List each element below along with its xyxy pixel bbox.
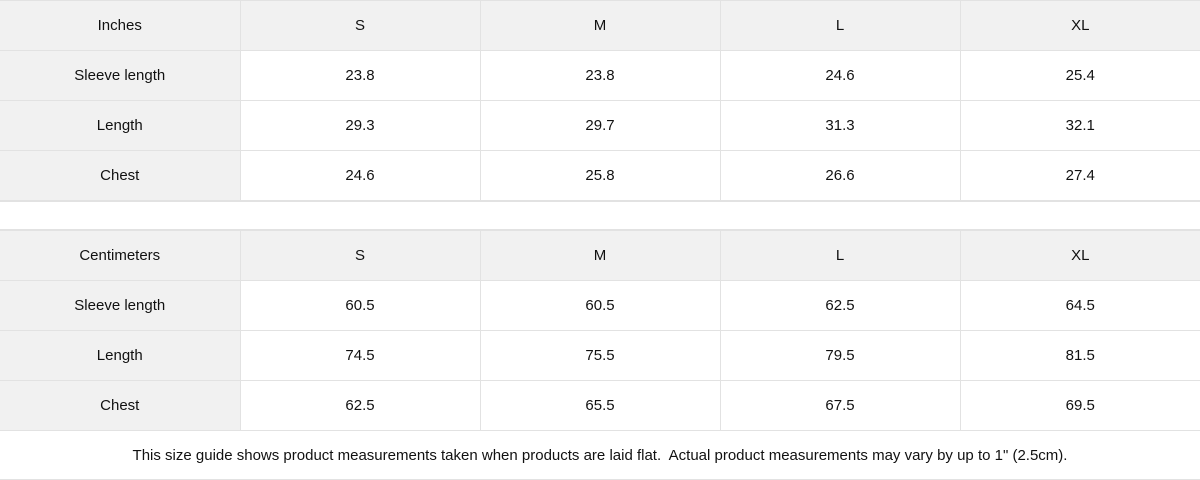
table-separator xyxy=(0,201,1200,231)
row-label-chest: Chest xyxy=(0,380,241,432)
row-label-sleeve-length: Sleeve length xyxy=(0,280,241,332)
size-header-s: S xyxy=(239,0,481,51)
cell-cm-length-xl: 81.5 xyxy=(959,330,1200,382)
size-table-inches: Inches S M L XL Sleeve length 23.8 23.8 … xyxy=(0,0,1200,201)
cell-cm-length-m: 75.5 xyxy=(479,330,721,382)
cell-inches-sleeve-length-m: 23.8 xyxy=(479,50,721,101)
cell-cm-length-l: 79.5 xyxy=(719,330,961,382)
cell-inches-length-m: 29.7 xyxy=(479,100,721,151)
unit-label-inches: Inches xyxy=(0,0,241,51)
cell-inches-length-xl: 32.1 xyxy=(959,100,1200,151)
table-row: Chest 24.6 25.8 26.6 27.4 xyxy=(0,150,1200,201)
table-header-row: Centimeters S M L XL xyxy=(0,230,1200,282)
cell-cm-length-s: 74.5 xyxy=(239,330,481,382)
size-guide-footnote: This size guide shows product measuremen… xyxy=(0,431,1200,480)
size-header-l: L xyxy=(719,0,961,51)
size-header-m: M xyxy=(479,230,721,282)
cell-inches-sleeve-length-l: 24.6 xyxy=(719,50,961,101)
table-row: Sleeve length 23.8 23.8 24.6 25.4 xyxy=(0,50,1200,101)
size-header-m: M xyxy=(479,0,721,51)
cell-cm-sleeve-length-m: 60.5 xyxy=(479,280,721,332)
cell-inches-chest-l: 26.6 xyxy=(719,150,961,201)
cell-inches-length-s: 29.3 xyxy=(239,100,481,151)
table-row: Length 74.5 75.5 79.5 81.5 xyxy=(0,330,1200,382)
cell-cm-chest-xl: 69.5 xyxy=(959,380,1200,432)
table-row: Length 29.3 29.7 31.3 32.1 xyxy=(0,100,1200,151)
table-header-row: Inches S M L XL xyxy=(0,0,1200,51)
cell-cm-sleeve-length-xl: 64.5 xyxy=(959,280,1200,332)
row-label-sleeve-length: Sleeve length xyxy=(0,50,241,101)
row-label-length: Length xyxy=(0,100,241,151)
row-label-chest: Chest xyxy=(0,150,241,201)
cell-inches-sleeve-length-xl: 25.4 xyxy=(959,50,1200,101)
cell-cm-sleeve-length-l: 62.5 xyxy=(719,280,961,332)
size-header-l: L xyxy=(719,230,961,282)
cell-inches-length-l: 31.3 xyxy=(719,100,961,151)
cell-cm-chest-s: 62.5 xyxy=(239,380,481,432)
cell-inches-sleeve-length-s: 23.8 xyxy=(239,50,481,101)
table-row: Sleeve length 60.5 60.5 62.5 64.5 xyxy=(0,280,1200,332)
size-header-s: S xyxy=(239,230,481,282)
cell-cm-sleeve-length-s: 60.5 xyxy=(239,280,481,332)
size-header-xl: XL xyxy=(959,0,1200,51)
table-row: Chest 62.5 65.5 67.5 69.5 xyxy=(0,380,1200,432)
size-table-centimeters: Centimeters S M L XL Sleeve length 60.5 … xyxy=(0,230,1200,432)
cell-cm-chest-l: 67.5 xyxy=(719,380,961,432)
cell-cm-chest-m: 65.5 xyxy=(479,380,721,432)
cell-inches-chest-xl: 27.4 xyxy=(959,150,1200,201)
unit-label-centimeters: Centimeters xyxy=(0,230,241,282)
cell-inches-chest-m: 25.8 xyxy=(479,150,721,201)
row-label-length: Length xyxy=(0,330,241,382)
size-header-xl: XL xyxy=(959,230,1200,282)
cell-inches-chest-s: 24.6 xyxy=(239,150,481,201)
